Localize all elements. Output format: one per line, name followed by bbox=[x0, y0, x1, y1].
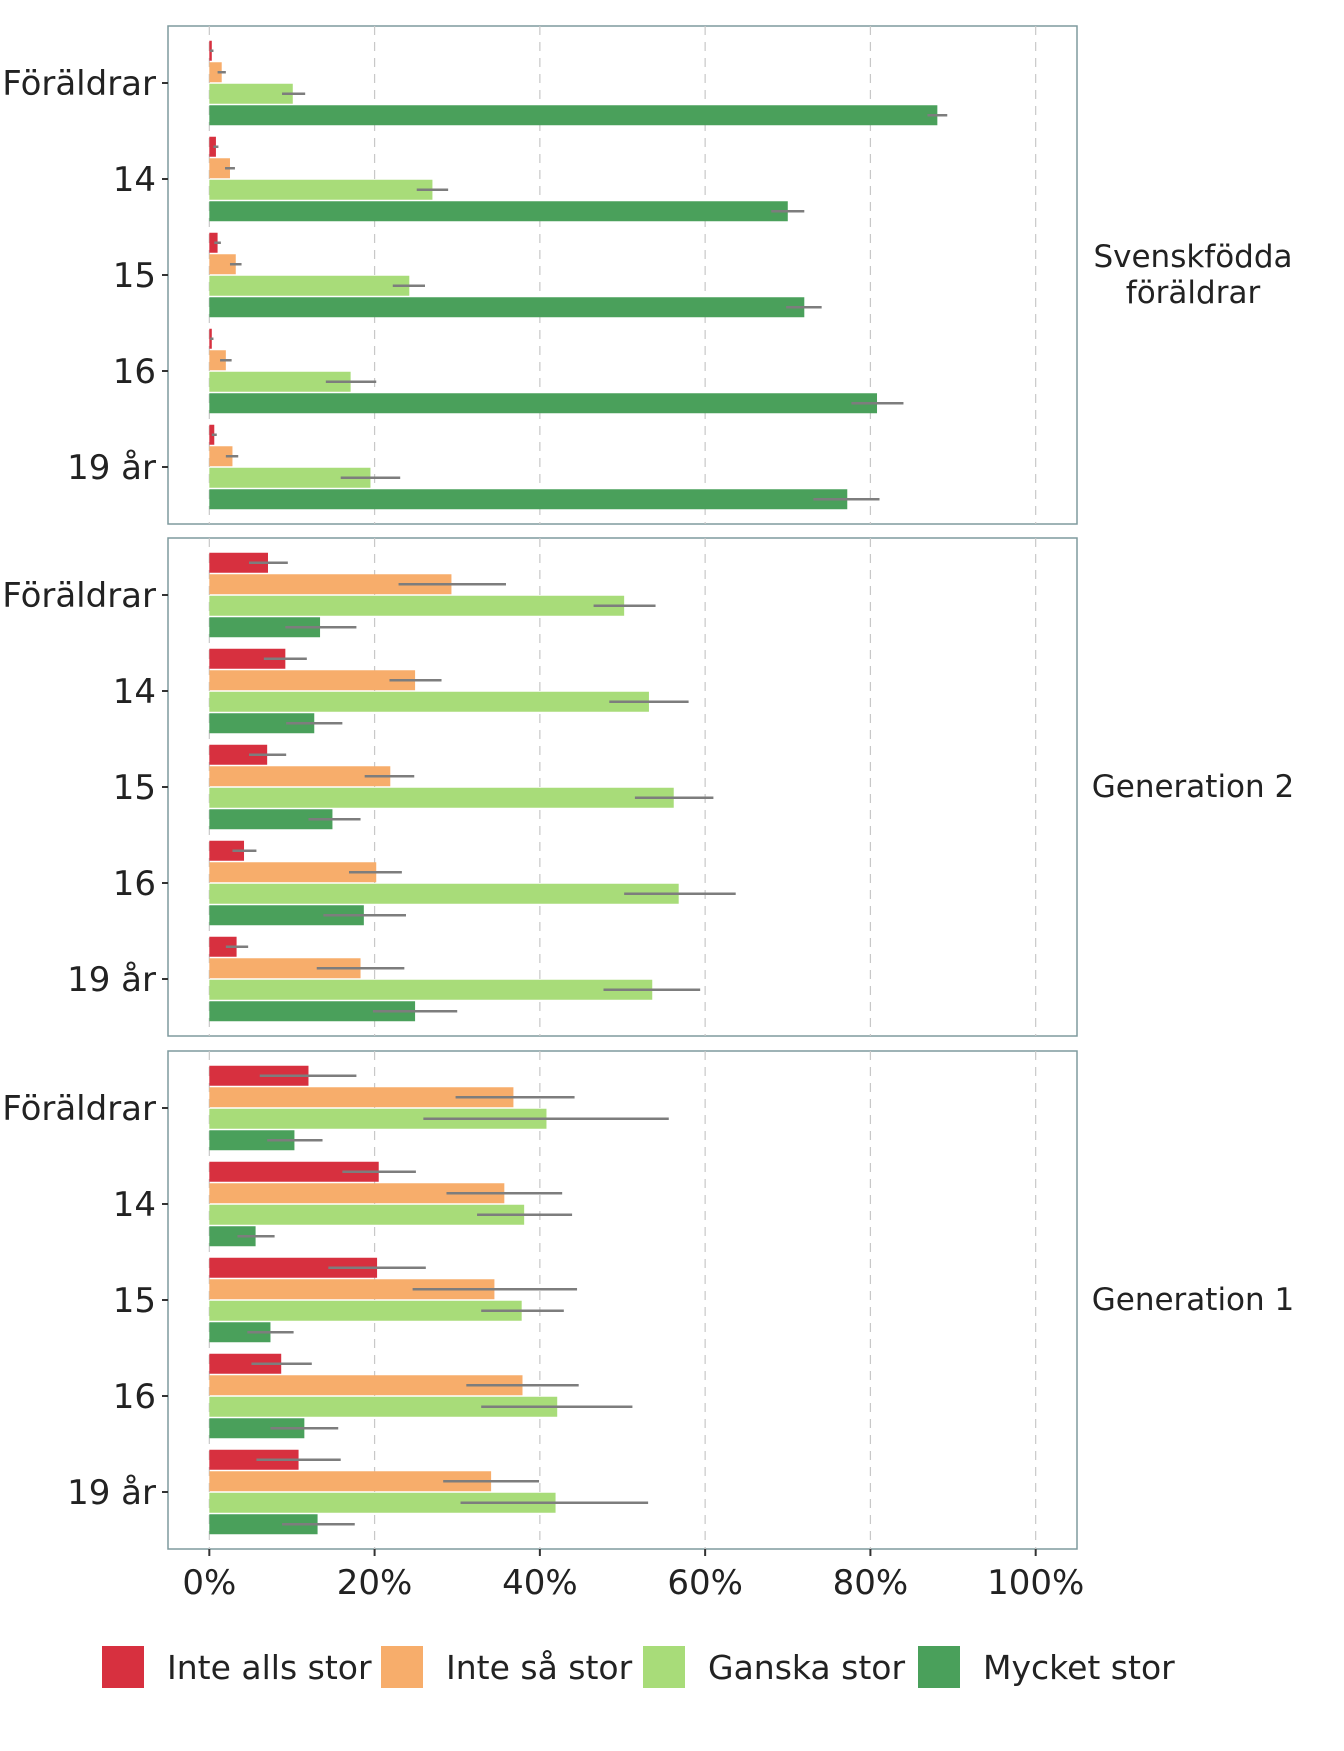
bar bbox=[209, 371, 351, 392]
bar bbox=[209, 1449, 299, 1470]
bar bbox=[209, 1492, 556, 1513]
y-tick-label: 15 bbox=[113, 768, 156, 808]
legend-label: Inte alls stor bbox=[167, 1648, 372, 1687]
y-tick-label: 14 bbox=[113, 1185, 156, 1225]
bar bbox=[209, 1418, 305, 1439]
bar bbox=[209, 1257, 378, 1278]
legend-label: Mycket stor bbox=[983, 1648, 1175, 1687]
bar bbox=[209, 1396, 558, 1417]
bar bbox=[209, 713, 315, 734]
bar bbox=[209, 979, 653, 1000]
bar bbox=[209, 883, 679, 904]
legend-swatch bbox=[102, 1646, 144, 1688]
y-tick-label: 19 år bbox=[67, 960, 156, 1000]
bar bbox=[209, 787, 674, 808]
y-tick-label: 19 år bbox=[67, 1473, 156, 1513]
bar bbox=[209, 840, 245, 861]
bar bbox=[209, 766, 391, 787]
bar bbox=[209, 62, 222, 83]
bar bbox=[209, 201, 788, 222]
panel-label: Generation 1 bbox=[1092, 1282, 1295, 1318]
bar bbox=[209, 1065, 309, 1086]
bar bbox=[209, 489, 848, 510]
bar bbox=[209, 350, 226, 371]
bar bbox=[209, 467, 371, 488]
y-tick-label: 15 bbox=[113, 256, 156, 296]
bar bbox=[209, 574, 452, 595]
bar bbox=[209, 862, 377, 883]
bar bbox=[209, 1279, 495, 1300]
x-tick-label: 100% bbox=[987, 1563, 1084, 1603]
bar bbox=[209, 1204, 525, 1225]
y-tick-label: 16 bbox=[113, 352, 156, 392]
bar bbox=[209, 648, 286, 669]
y-tick-label: 14 bbox=[113, 160, 156, 200]
bar bbox=[209, 179, 433, 200]
x-tick-label: 60% bbox=[667, 1563, 743, 1603]
bar bbox=[209, 297, 805, 318]
bar bbox=[209, 1226, 256, 1247]
y-tick-label: Föräldrar bbox=[2, 1089, 156, 1129]
bar bbox=[209, 105, 938, 126]
bar bbox=[209, 1001, 416, 1022]
x-tick-label: 0% bbox=[182, 1563, 236, 1603]
y-tick-label: Föräldrar bbox=[2, 64, 156, 104]
legend-swatch bbox=[643, 1646, 685, 1688]
bar bbox=[209, 744, 268, 765]
panel-frame bbox=[167, 25, 1078, 525]
bar bbox=[209, 232, 218, 253]
bar bbox=[209, 1353, 282, 1374]
bar bbox=[209, 136, 216, 157]
x-tick-label: 80% bbox=[833, 1563, 909, 1603]
bar bbox=[209, 1300, 522, 1321]
bar bbox=[209, 254, 236, 275]
bar bbox=[209, 446, 233, 467]
x-tick-label: 40% bbox=[502, 1563, 578, 1603]
y-tick-label: 14 bbox=[113, 672, 156, 712]
legend-swatch bbox=[918, 1646, 960, 1688]
panel-label: föräldrar bbox=[1126, 275, 1261, 311]
bar bbox=[209, 158, 230, 179]
bar bbox=[209, 905, 364, 926]
bar bbox=[209, 275, 410, 296]
bar bbox=[209, 936, 237, 957]
bar bbox=[209, 83, 293, 104]
bar bbox=[209, 552, 268, 573]
legend-swatch bbox=[381, 1646, 423, 1688]
y-tick-label: Föräldrar bbox=[2, 576, 156, 616]
bar bbox=[209, 595, 625, 616]
bar bbox=[209, 1322, 271, 1343]
bar bbox=[209, 1087, 514, 1108]
panel-frame bbox=[167, 1050, 1078, 1550]
bar bbox=[209, 1471, 492, 1492]
y-tick-label: 16 bbox=[113, 1377, 156, 1417]
legend-label: Ganska stor bbox=[708, 1648, 905, 1687]
bar bbox=[209, 1130, 295, 1151]
bar bbox=[209, 691, 649, 712]
y-tick-label: 15 bbox=[113, 1281, 156, 1321]
bar bbox=[209, 670, 416, 691]
bar bbox=[209, 809, 333, 830]
y-tick-label: 16 bbox=[113, 864, 156, 904]
bar bbox=[209, 393, 878, 414]
y-tick-label: 19 år bbox=[67, 448, 156, 488]
bar bbox=[209, 1108, 547, 1129]
panel-label: Generation 2 bbox=[1092, 769, 1295, 805]
bar bbox=[209, 1375, 523, 1396]
bar bbox=[209, 1161, 379, 1182]
x-tick-label: 20% bbox=[337, 1563, 413, 1603]
panel-label: Svenskfödda bbox=[1093, 239, 1292, 275]
bar bbox=[209, 1514, 318, 1535]
bar bbox=[209, 1183, 505, 1204]
bar bbox=[209, 958, 361, 979]
legend-label: Inte så stor bbox=[446, 1648, 633, 1687]
bar bbox=[209, 617, 321, 638]
